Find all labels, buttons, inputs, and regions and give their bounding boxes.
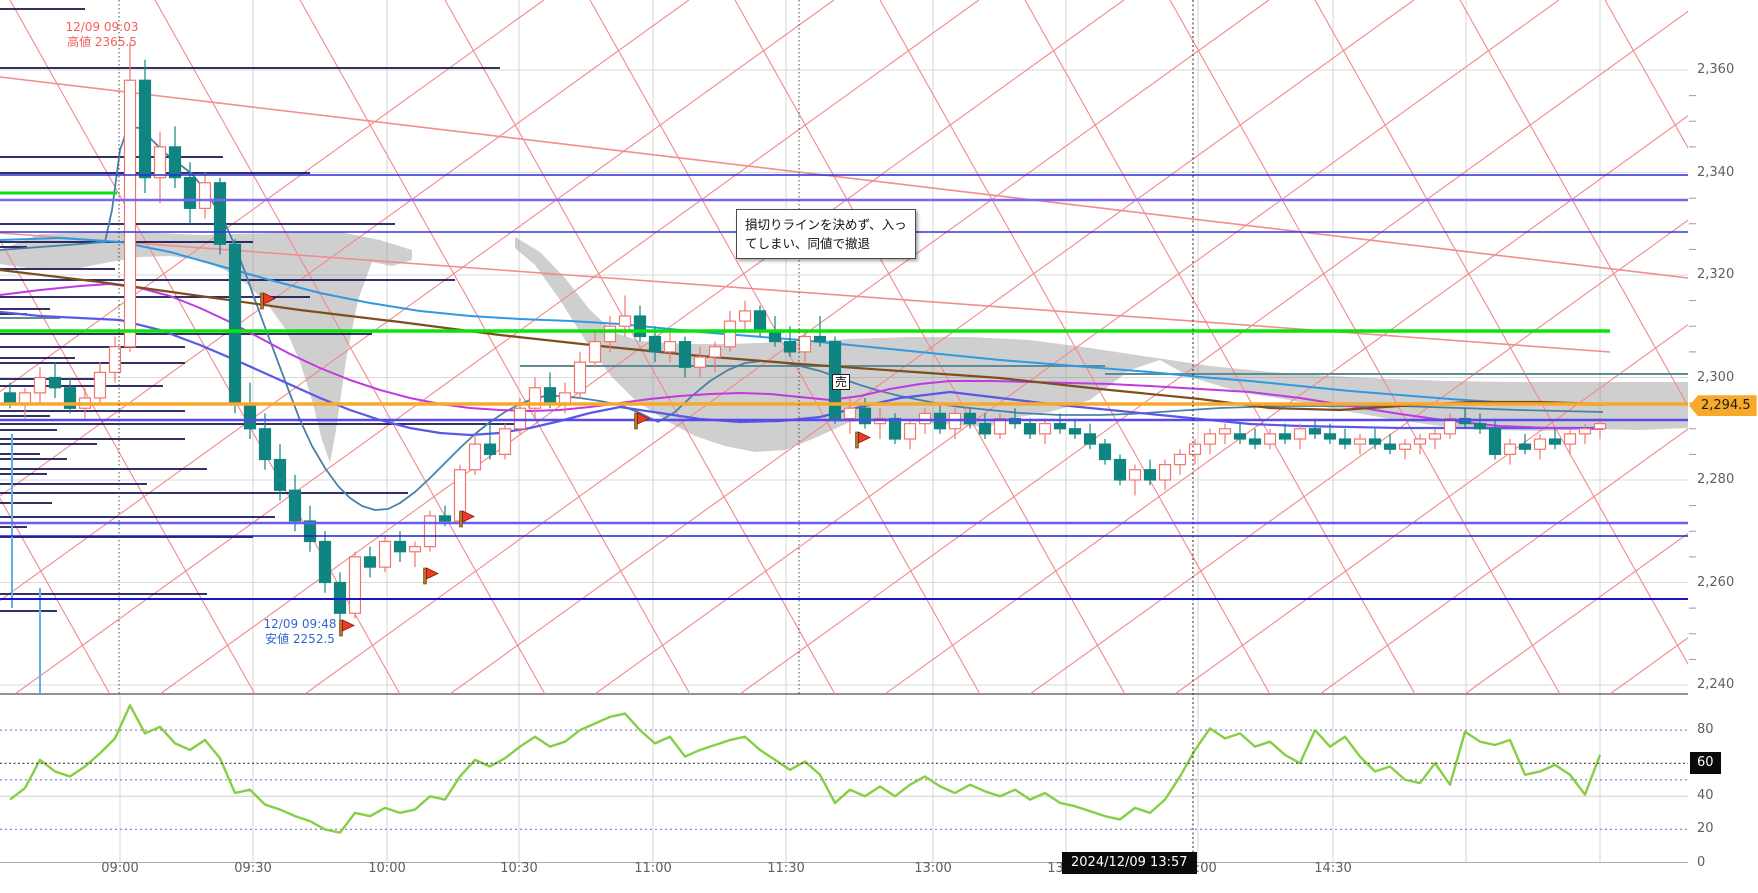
flag-icon[interactable] (339, 619, 355, 637)
time-axis-label: 14:30 (1314, 861, 1352, 876)
current-price-tag[interactable]: 2,294.5 (1689, 395, 1757, 417)
low-annotation-value: 安値 2252.5 (265, 632, 335, 646)
rsi-axis-label: 0 (1697, 854, 1706, 870)
time-axis-label: 11:00 (634, 861, 672, 876)
rsi-indicator (9, 704, 1602, 834)
horizontal-lines[interactable] (0, 174, 1688, 600)
price-axis-label: 2,280 (1697, 472, 1735, 487)
flag-markers[interactable] (260, 292, 871, 637)
time-axis-label: 09:30 (234, 861, 272, 876)
high-annotation-value: 高値 2365.5 (67, 35, 137, 49)
sell-marker-label[interactable]: 売 (832, 374, 851, 390)
low-annotation-time: 12/09 09:48 (263, 617, 337, 631)
blueviolet-ma (0, 310, 1603, 437)
note-annotation-box[interactable]: 損切りラインを決めず、入っ てしまい、同値で撤退 (736, 209, 916, 259)
note-line-2: てしまい、同値で撤退 (745, 236, 871, 251)
price-axis-label: 2,360 (1697, 62, 1735, 77)
left-price-level-segments (0, 8, 1688, 694)
flag-icon[interactable] (423, 567, 439, 585)
gridlines (0, 0, 1696, 863)
crosshair-value-badge: 60 (1690, 752, 1721, 775)
rsi-axis-label: 20 (1697, 821, 1714, 837)
flag-icon[interactable] (634, 412, 650, 430)
time-axis-label: 10:00 (368, 861, 406, 876)
price-axis-label: 2,320 (1697, 267, 1735, 282)
time-axis-label: 13:00 (914, 861, 952, 876)
price-axis-label: 2,300 (1697, 369, 1735, 385)
note-line-1: 損切りラインを決めず、入っ (745, 217, 907, 232)
high-annotation-time: 12/09 09:03 (65, 20, 139, 34)
time-axis-label: 10:30 (500, 861, 538, 876)
time-axis-label: 11:30 (767, 861, 805, 876)
flag-icon[interactable] (855, 431, 871, 449)
time-axis-label: 09:00 (101, 861, 139, 876)
flag-icon[interactable] (260, 292, 276, 310)
low-price-annotation: 12/09 09:48 安値 2252.5 (220, 617, 380, 647)
rsi-axis-label: 80 (1697, 722, 1714, 738)
price-axis-label: 2,260 (1697, 574, 1735, 590)
crosshair-time-badge: 2024/12/09 13:57 (1062, 852, 1197, 874)
price-axis-label: 2,340 (1697, 164, 1735, 180)
high-price-annotation: 12/09 09:03 高値 2365.5 (22, 20, 182, 50)
brown-ma (0, 268, 1604, 412)
gann-fan-lines (0, 0, 1688, 694)
rsi-axis-label: 40 (1697, 788, 1714, 804)
flag-icon[interactable] (459, 510, 475, 528)
price-axis-label: 2,240 (1697, 677, 1735, 692)
